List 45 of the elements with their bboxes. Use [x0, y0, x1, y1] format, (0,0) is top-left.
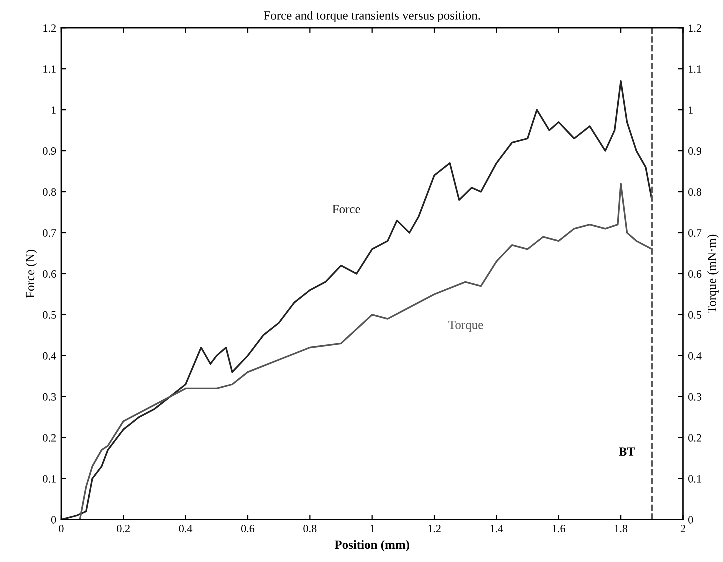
- y2-tick-label: 0.1: [688, 475, 702, 483]
- y-tick-label: 1.2: [44, 24, 56, 32]
- x-tick-label: 1.8: [615, 525, 628, 533]
- y-tick-label: 0.6: [43, 270, 56, 278]
- x-tick-label: 1.2: [428, 525, 441, 533]
- chart-title: Force and torque transients versus position.: [264, 11, 480, 22]
- y2-tick-label: 0.5: [688, 311, 702, 319]
- y2-tick-label: 0.6: [688, 270, 702, 278]
- y-tick-label: 0: [51, 516, 56, 524]
- y-tick-label: 0.7: [43, 229, 56, 238]
- y2-tick-label: 1.2: [689, 24, 702, 32]
- y2-axis-title: Torque (mN·m): [708, 234, 719, 314]
- y-tick-label: 0.4: [43, 352, 56, 360]
- y-tick-label: 0.2: [43, 434, 56, 442]
- y-tick-label: 1.1: [44, 66, 56, 74]
- y-tick-label: 0.5: [43, 311, 56, 319]
- text: Force: [332, 205, 360, 214]
- y2-tick-label: 1.1: [689, 66, 702, 74]
- x-tick-label: 1.6: [552, 525, 566, 533]
- y2-tick-label: 0.4: [688, 352, 702, 360]
- y2-tick-label: 0.9: [688, 148, 702, 156]
- x-tick-label: 1.4: [490, 525, 504, 533]
- ref-line-label: BT: [619, 448, 636, 456]
- text: Torque: [448, 321, 484, 332]
- line-series: [61, 80, 653, 520]
- y-tick-label: 0.9: [43, 148, 56, 156]
- x-tick-label: 0.2: [117, 525, 130, 533]
- x-tick-label: 0.6: [241, 525, 255, 533]
- y2-tick-label: 0.7: [688, 229, 702, 238]
- y-axis-title: Force (N): [26, 250, 38, 298]
- y-tick-label: 0.1: [43, 475, 56, 483]
- y2-tick-label: 0: [688, 516, 694, 524]
- y-tick-label: 0.3: [43, 393, 56, 401]
- x-tick-label: 0.4: [179, 525, 193, 533]
- x-axis-title: Position (mm): [334, 540, 410, 552]
- y2-tick-label: 1: [689, 106, 693, 114]
- y-tick-label: 0.8: [43, 188, 56, 196]
- x-tick-label: 2: [680, 525, 686, 532]
- y-tick-label: 1: [52, 106, 56, 114]
- x-tick-label: 0: [59, 525, 64, 533]
- y2-tick-label: 0.2: [688, 434, 702, 442]
- x-tick-label: 0.8: [304, 525, 317, 533]
- x-tick-label: 1: [370, 525, 374, 532]
- y2-tick-label: 0.8: [688, 188, 702, 196]
- y2-tick-label: 0.3: [688, 393, 702, 401]
